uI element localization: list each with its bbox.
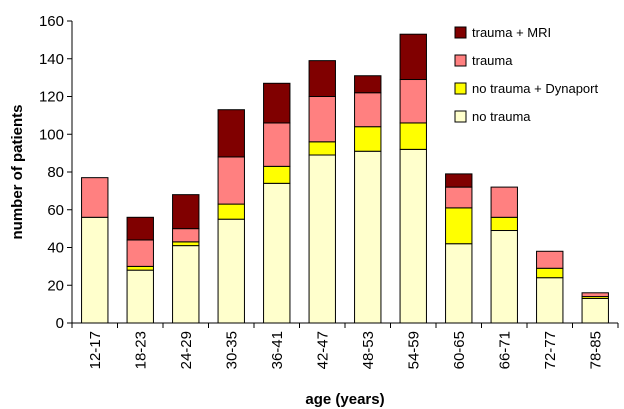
- legend-label: no trauma: [472, 109, 531, 124]
- y-tick-label: 120: [39, 89, 64, 106]
- legend-swatch: [454, 82, 467, 95]
- y-tick-label: 100: [39, 126, 64, 143]
- x-tick-label: 18-23: [132, 331, 149, 369]
- x-tick-label: 48-53: [360, 331, 377, 369]
- bar-60-65-series-2: [445, 186, 473, 209]
- bar-66-71-series-1: [490, 216, 518, 232]
- bar-60-65-series-3: [445, 173, 473, 188]
- y-axis-label: number of patients: [9, 104, 26, 239]
- y-tick-label: 160: [39, 13, 64, 30]
- bar-48-53-series-0: [354, 150, 382, 324]
- bar-12-17-series-2: [81, 177, 109, 218]
- x-tick-label: 12-17: [87, 331, 104, 369]
- bar-24-29-series-2: [172, 228, 200, 243]
- legend-label: trauma: [472, 53, 513, 68]
- bar-30-35-series-0: [217, 218, 245, 324]
- legend-swatch: [454, 54, 467, 67]
- x-tick-label: 24-29: [178, 331, 195, 369]
- legend-label: trauma + MRI: [472, 25, 551, 40]
- x-tick-label: 42-47: [314, 331, 331, 369]
- x-tick-label: 66-71: [496, 331, 513, 369]
- legend-swatch: [454, 110, 467, 123]
- bar-36-41-series-1: [263, 165, 291, 184]
- x-tick-label: 54-59: [405, 331, 422, 369]
- bar-12-17-series-0: [81, 216, 109, 324]
- bar-48-53-series-1: [354, 126, 382, 152]
- bar-54-59-series-0: [399, 148, 427, 324]
- y-tick-label: 140: [39, 51, 64, 68]
- y-tick-label: 40: [47, 240, 64, 257]
- bar-18-23-series-0: [126, 269, 154, 324]
- bar-54-59-series-3: [399, 33, 427, 81]
- legend: trauma + MRI trauma no trauma + Dynaport no…: [454, 25, 598, 124]
- bar-42-47-series-1: [308, 141, 336, 156]
- bar-48-53-series-3: [354, 75, 382, 94]
- legend-label: no trauma + Dynaport: [472, 81, 598, 96]
- bar-36-41-series-3: [263, 82, 291, 124]
- bar-72-77-series-1: [536, 267, 564, 279]
- x-tick-label: 72-77: [542, 331, 559, 369]
- y-tick-label: 80: [47, 164, 64, 181]
- bar-24-29-series-0: [172, 245, 200, 324]
- y-tick-label: 60: [47, 202, 64, 219]
- axes-layer: [67, 20, 619, 328]
- bars-layer: [81, 33, 609, 324]
- y-tick-label: 0: [56, 315, 64, 332]
- x-tick-labels: 12-17 18-23 24-29 30-35 36-41 42-47 48-53 54-59…: [87, 331, 605, 369]
- bar-66-71-series-2: [490, 186, 518, 218]
- bar-18-23-series-3: [126, 216, 154, 241]
- bar-30-35-series-1: [217, 203, 245, 220]
- x-tick-label: 78-85: [587, 331, 604, 369]
- bar-72-77-series-0: [536, 277, 564, 324]
- y-tick-label: 20: [47, 277, 64, 294]
- x-tick-label: 60-65: [451, 331, 468, 369]
- bar-18-23-series-2: [126, 239, 154, 267]
- bar-24-29-series-3: [172, 194, 200, 230]
- bar-30-35-series-2: [217, 156, 245, 205]
- y-tick-labels: 0 20 40 60 80 100 120 140 160: [39, 13, 64, 332]
- bar-72-77-series-2: [536, 250, 564, 269]
- bar-42-47-series-3: [308, 60, 336, 97]
- x-axis-label: age (years): [305, 391, 384, 408]
- x-tick-label: 30-35: [223, 331, 240, 369]
- bar-60-65-series-1: [445, 207, 473, 245]
- bar-36-41-series-0: [263, 182, 291, 324]
- x-tick-label: 36-41: [269, 331, 286, 369]
- bar-18-23-series-1: [126, 265, 154, 271]
- bar-60-65-series-0: [445, 243, 473, 324]
- legend-swatch: [454, 26, 467, 39]
- bar-30-35-series-3: [217, 109, 245, 158]
- bar-36-41-series-2: [263, 122, 291, 167]
- bar-78-85-series-0: [581, 297, 609, 324]
- bar-66-71-series-0: [490, 230, 518, 324]
- bar-78-85-series-2: [581, 292, 609, 298]
- bar-24-29-series-1: [172, 241, 200, 247]
- bar-48-53-series-2: [354, 92, 382, 128]
- bar-54-59-series-2: [399, 79, 427, 124]
- bar-54-59-series-1: [399, 122, 427, 150]
- bar-42-47-series-0: [308, 154, 336, 324]
- bar-42-47-series-2: [308, 96, 336, 143]
